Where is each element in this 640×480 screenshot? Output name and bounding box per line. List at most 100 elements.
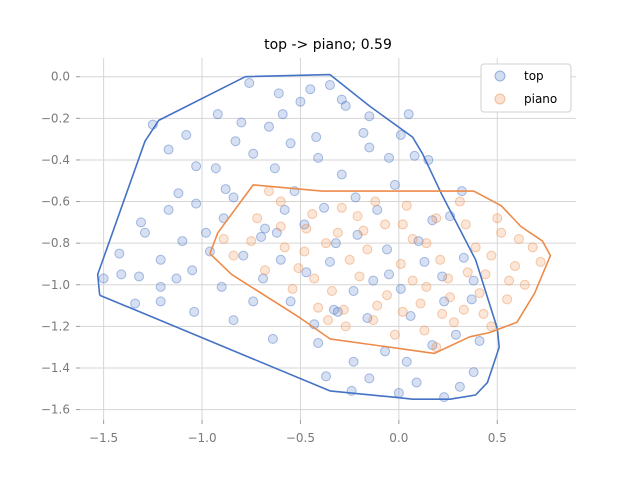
top-point xyxy=(321,371,332,382)
piano-point xyxy=(407,234,418,244)
top-point xyxy=(299,219,310,230)
top-point xyxy=(364,142,375,153)
top-point xyxy=(380,346,391,357)
top-point xyxy=(427,340,438,351)
top-point xyxy=(216,281,227,292)
hulls xyxy=(96,73,552,401)
top-point xyxy=(116,269,127,280)
top-point xyxy=(187,265,198,276)
top-point xyxy=(348,356,359,367)
piano-point xyxy=(389,329,400,340)
piano-point xyxy=(332,227,343,238)
top-point xyxy=(332,306,343,317)
top-point xyxy=(275,254,286,265)
top-point xyxy=(468,275,479,286)
piano-point xyxy=(246,236,257,247)
top-point xyxy=(393,387,404,398)
top-point xyxy=(279,204,290,215)
piano-point xyxy=(228,250,239,261)
top-point xyxy=(474,335,485,346)
top-point xyxy=(324,80,335,91)
legend-marker-piano xyxy=(494,93,506,105)
top-point xyxy=(403,109,414,120)
top-point xyxy=(427,215,438,226)
piano-point xyxy=(309,273,320,284)
top-point xyxy=(350,192,361,203)
legend-label-top: top xyxy=(524,69,544,83)
top-point xyxy=(285,296,296,307)
piano-point xyxy=(496,227,507,238)
top-point xyxy=(238,250,249,261)
piano-point xyxy=(395,258,406,269)
piano-point xyxy=(275,196,286,207)
piano-point xyxy=(352,211,363,222)
piano-point xyxy=(527,242,538,253)
top-point xyxy=(277,109,288,120)
legend-label-piano: piano xyxy=(524,92,557,106)
piano-point xyxy=(307,209,318,220)
piano-point xyxy=(443,273,454,284)
x-tick-label: −0.5 xyxy=(286,431,315,445)
piano-point xyxy=(275,221,286,232)
top-point xyxy=(258,273,269,284)
top-point xyxy=(340,100,351,111)
piano-point xyxy=(313,302,324,313)
piano-point xyxy=(279,242,290,253)
piano-point xyxy=(478,308,489,319)
top-point xyxy=(382,244,393,255)
piano-point xyxy=(504,275,515,286)
piano-point xyxy=(445,292,456,303)
piano-point xyxy=(321,238,332,249)
top-point xyxy=(319,202,330,213)
piano-point xyxy=(486,321,497,332)
top-point xyxy=(228,192,239,203)
top-point xyxy=(384,152,395,163)
piano-point xyxy=(370,196,381,207)
x-tick-label: 0.0 xyxy=(389,431,408,445)
piano-point xyxy=(382,290,393,301)
top-point xyxy=(256,231,267,242)
y-tick-label: −1.4 xyxy=(41,361,70,375)
y-tick-label: −1.2 xyxy=(41,319,70,333)
top-point xyxy=(139,227,150,238)
piano-point xyxy=(354,271,365,282)
piano-point xyxy=(509,261,520,272)
top-point xyxy=(210,163,221,174)
legend-marker-top xyxy=(494,70,506,82)
piano-point xyxy=(486,250,497,261)
top-point xyxy=(295,96,306,107)
top-point xyxy=(173,188,184,199)
top-point xyxy=(189,306,200,317)
top-point xyxy=(413,236,424,247)
top-point xyxy=(364,373,375,384)
piano-point xyxy=(470,242,481,253)
top-point xyxy=(419,256,430,267)
top-point xyxy=(248,296,259,307)
top-point xyxy=(163,204,174,215)
top-point xyxy=(348,286,359,297)
piano-point xyxy=(474,288,485,299)
top-point xyxy=(171,273,182,284)
top-point xyxy=(228,315,239,326)
x-tick-label: −1.0 xyxy=(187,431,216,445)
piano-point xyxy=(462,267,473,278)
top-point xyxy=(301,267,312,278)
piano-point xyxy=(380,219,391,230)
top-point xyxy=(362,313,373,324)
piano-point xyxy=(437,308,448,319)
top-point xyxy=(466,294,477,305)
piano-point xyxy=(431,213,442,224)
top-point xyxy=(134,271,145,282)
piano-point xyxy=(397,306,408,317)
top-point xyxy=(285,138,296,149)
piano-point xyxy=(435,254,446,265)
top-point xyxy=(155,281,166,292)
piano-point xyxy=(448,317,459,328)
top-point xyxy=(439,296,450,307)
piano-point xyxy=(480,269,491,280)
top-point xyxy=(395,283,406,294)
top-point xyxy=(368,275,379,286)
y-tick-label: −1.6 xyxy=(41,403,70,417)
piano-point xyxy=(492,213,503,224)
